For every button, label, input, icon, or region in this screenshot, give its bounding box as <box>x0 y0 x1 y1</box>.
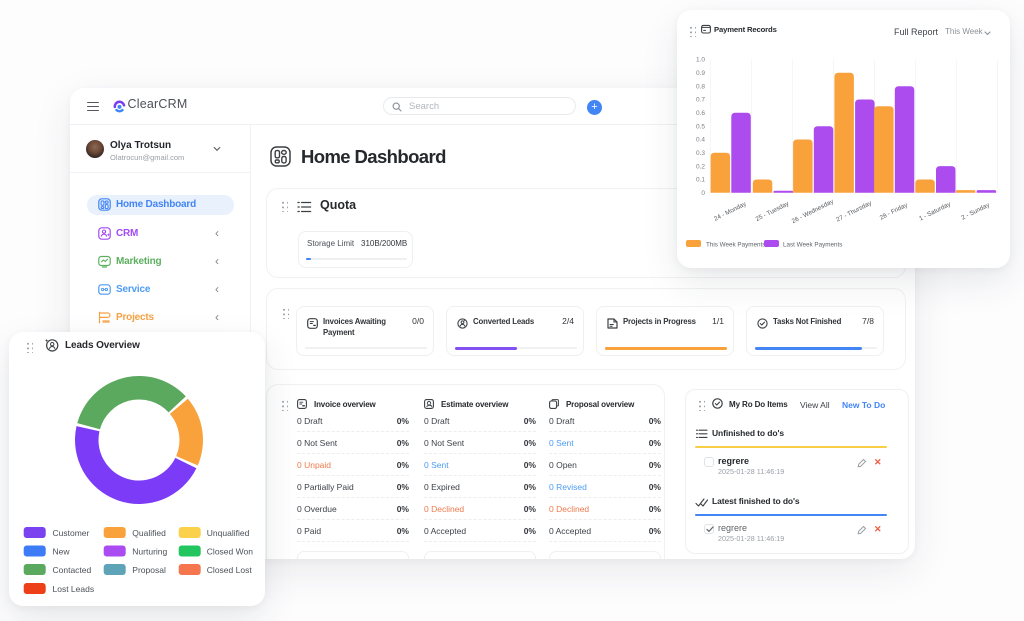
svg-text:25 - Tuesday: 25 - Tuesday <box>755 200 791 223</box>
svg-text:0.4: 0.4 <box>696 137 705 144</box>
svg-text:Qualified: Qualified <box>132 528 166 538</box>
svg-text:26 - Wednesday: 26 - Wednesday <box>791 198 836 225</box>
svg-text:0.1: 0.1 <box>696 177 705 184</box>
svg-text:0.6: 0.6 <box>696 110 705 117</box>
svg-text:0: 0 <box>701 190 705 197</box>
svg-text:0.2: 0.2 <box>696 163 705 170</box>
svg-text:0.3: 0.3 <box>696 150 705 157</box>
svg-text:1.0: 1.0 <box>696 57 705 64</box>
svg-text:1 - Saturday: 1 - Saturday <box>918 200 952 222</box>
svg-text:This Week Payments: This Week Payments <box>706 242 765 249</box>
svg-text:Unqualified: Unqualified <box>207 528 250 538</box>
svg-text:0.8: 0.8 <box>696 83 705 90</box>
svg-text:0.5: 0.5 <box>696 123 705 130</box>
svg-text:New: New <box>53 547 71 557</box>
svg-text:Nurturing: Nurturing <box>132 547 167 557</box>
svg-text:0.7: 0.7 <box>696 97 705 104</box>
svg-text:0.9: 0.9 <box>696 70 705 77</box>
svg-text:2 - Sunday: 2 - Sunday <box>960 201 991 221</box>
svg-text:Customer: Customer <box>53 528 90 538</box>
svg-text:27 - Thursday: 27 - Thursday <box>835 199 873 223</box>
svg-text:Lost Leads: Lost Leads <box>53 584 95 594</box>
svg-text:Proposal: Proposal <box>132 565 166 575</box>
svg-text:Closed Won: Closed Won <box>207 547 253 557</box>
svg-text:28 - Friday: 28 - Friday <box>879 201 910 221</box>
svg-text:24 - Monday: 24 - Monday <box>713 200 748 223</box>
svg-text:Contacted: Contacted <box>53 565 92 575</box>
svg-text:Last Week Payments: Last Week Payments <box>783 242 842 249</box>
svg-text:Closed Lost: Closed Lost <box>207 565 253 575</box>
